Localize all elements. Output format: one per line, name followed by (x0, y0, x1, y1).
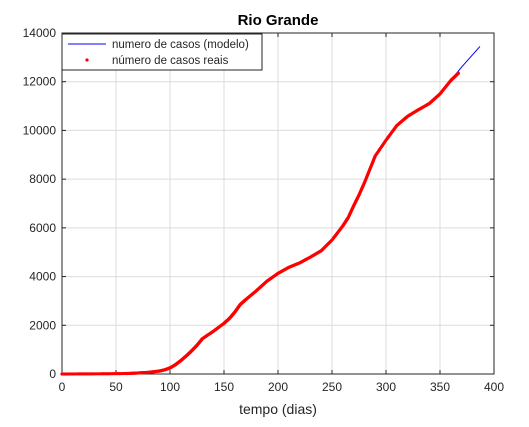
y-tick-label: 4000 (29, 270, 56, 284)
legend: numero de casos (modelo) número de casos… (61, 33, 263, 71)
y-tick-label: 6000 (29, 221, 56, 235)
legend-swatch-real (85, 58, 89, 62)
x-tick-label: 50 (109, 380, 123, 394)
x-tick-label: 250 (322, 380, 342, 394)
x-tick-label: 200 (268, 380, 288, 394)
y-tick-label: 14000 (23, 26, 57, 40)
data-point-real (456, 71, 460, 75)
x-tick-label: 0 (59, 380, 66, 394)
y-tick-label: 2000 (29, 318, 56, 332)
legend-box (61, 33, 263, 71)
x-tick-label: 300 (376, 380, 396, 394)
legend-label-model: numero de casos (modelo) (112, 39, 249, 51)
x-tick-label: 150 (214, 380, 234, 394)
y-tick-label: 10000 (23, 123, 57, 137)
legend-label-real: número de casos reais (112, 55, 229, 67)
y-tick-label: 12000 (23, 75, 57, 89)
chart-title: Rio Grande (238, 12, 319, 29)
x-tick-label: 100 (160, 380, 180, 394)
y-tick-label: 8000 (29, 172, 56, 186)
x-axis-label: tempo (dias) (239, 401, 317, 417)
series-layer (60, 46, 481, 376)
x-tick-label: 350 (430, 380, 450, 394)
y-tick-label: 0 (49, 367, 56, 381)
x-tick-label: 400 (484, 380, 504, 394)
